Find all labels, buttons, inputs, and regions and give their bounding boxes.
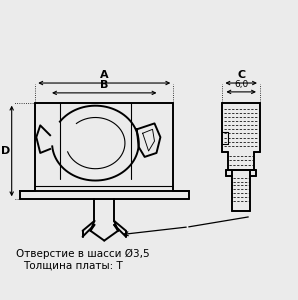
- Text: 6,0: 6,0: [234, 80, 248, 89]
- Text: C: C: [237, 70, 245, 80]
- Text: D: D: [1, 146, 11, 156]
- Text: Толщина платы: T: Толщина платы: T: [24, 260, 123, 270]
- Text: B: B: [100, 80, 108, 90]
- Text: A: A: [100, 70, 108, 80]
- Text: Отверстие в шасси Ø3,5: Отверстие в шасси Ø3,5: [15, 248, 149, 259]
